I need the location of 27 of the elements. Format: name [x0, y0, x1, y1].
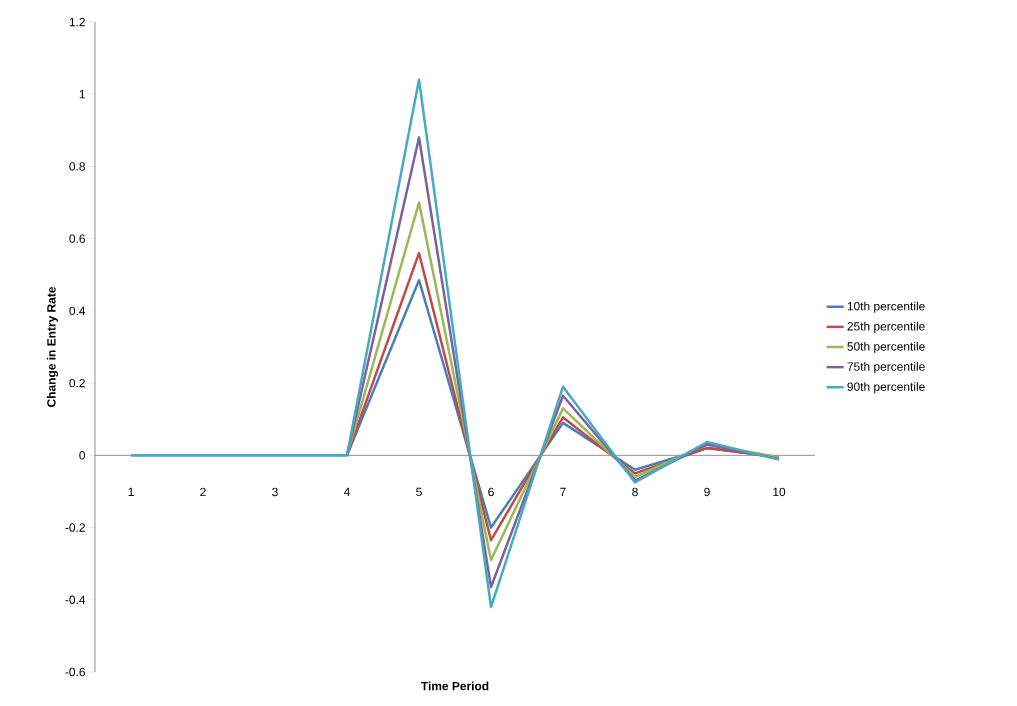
x-axis-title: Time Period [421, 681, 489, 691]
x-tick-label: 6 [488, 487, 494, 497]
y-tick-label: -0.4 [65, 595, 86, 604]
y-tick-label: 0.6 [69, 234, 85, 243]
x-tick-label: 8 [632, 487, 638, 497]
legend-label: 75th percentile [847, 362, 925, 374]
y-tick-label: -0.2 [65, 523, 85, 532]
y-tick-label: 0.8 [69, 162, 85, 171]
y-tick-label: 1 [79, 90, 85, 99]
y-tick-label: 0.4 [69, 306, 86, 316]
legend-label: 50th percentile [847, 341, 925, 354]
legend-label: 25th percentile [847, 321, 925, 333]
y-tick-label: 0 [79, 451, 86, 460]
legend-label: 90th percentile [847, 382, 925, 394]
y-tick-label: 0.2 [69, 378, 85, 388]
x-tick-label: 3 [272, 487, 278, 497]
x-tick-label: 1 [128, 487, 134, 496]
x-tick-label: 4 [343, 487, 350, 496]
legend-label: 10th percentile [847, 301, 925, 313]
x-tick-label: 5 [416, 487, 422, 497]
y-axis-title: Change in Entry Rate [46, 286, 59, 407]
y-tick-label: 1.2 [69, 17, 85, 27]
x-tick-label: 2 [200, 487, 206, 497]
x-tick-label: 7 [560, 487, 566, 496]
x-tick-label: 10 [773, 487, 786, 497]
y-tick-label: -0.6 [65, 667, 85, 677]
x-tick-label: 9 [704, 487, 710, 497]
